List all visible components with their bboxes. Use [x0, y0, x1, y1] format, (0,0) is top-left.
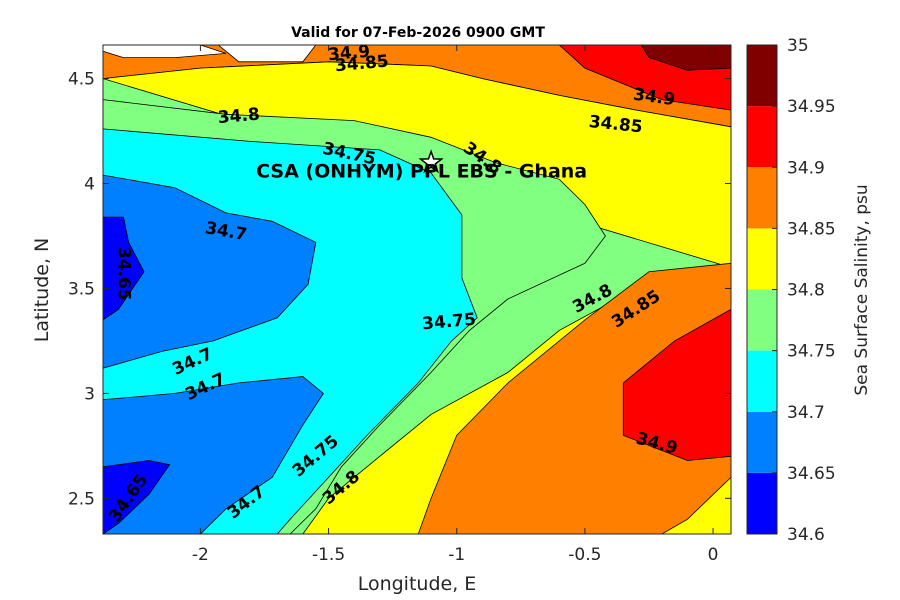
contour-label-1: 34.85	[334, 52, 389, 77]
site-marker-group: CSA (ONHYM) PPL EBS - Ghana	[256, 149, 587, 183]
colorbar-tick-label-6: 34.9	[787, 158, 825, 178]
x-tick-label-0: -2	[192, 545, 209, 565]
region-missing-data-2	[217, 45, 317, 63]
y-tick-label-4: 4.5	[68, 70, 95, 90]
colorbar-swatch-6	[747, 106, 777, 168]
region-darkred-northeast	[640, 45, 731, 71]
colorbar-ticks: 34.6 34.65 34.7 34.75 34.8 34.85 34.9 34.95 35	[772, 36, 836, 545]
x-tick-label-1: -1.5	[312, 545, 345, 565]
contour-label-9: 34.75	[421, 310, 476, 335]
region-blue-west	[103, 174, 317, 369]
colorbar-swatch-1	[747, 411, 777, 473]
colorbar-tick-label-7: 34.95	[787, 97, 836, 117]
colorbar-swatch-4	[747, 228, 777, 290]
x-tick-label-3: -0.5	[568, 545, 601, 565]
y-axis-ticks: 2.5 3 3.5 4 4.5	[68, 70, 731, 509]
colorbar-tick-label-2: 34.7	[787, 403, 825, 423]
contour-regions	[103, 45, 731, 534]
region-darkblue-southwest	[103, 460, 171, 534]
region-blue-southwest	[103, 376, 324, 534]
site-label: CSA (ONHYM) PPL EBS - Ghana	[256, 161, 587, 183]
region-darkblue-west	[103, 216, 145, 321]
colorbar-title: Sea Surface Salinity, psu	[852, 184, 872, 395]
x-axis-title: Longitude, E	[358, 573, 477, 595]
region-missing-data	[103, 45, 227, 58]
colorbar-swatch-5	[747, 167, 777, 229]
site-star-icon	[418, 149, 444, 174]
colorbar-swatch-3	[747, 289, 777, 351]
colorbar-tick-label-3: 34.75	[787, 342, 836, 362]
colorbar-tick-label-1: 34.65	[787, 464, 836, 484]
y-tick-label-0: 2.5	[68, 489, 95, 509]
colorbar-swatch-2	[747, 350, 777, 412]
colorbar-tick-label-4: 34.8	[787, 281, 825, 301]
y-axis-title: Latitude, N	[31, 238, 53, 343]
chart-title: Valid for 07-Feb-2026 0900 GMT	[291, 25, 545, 41]
x-tick-label-4: 0	[708, 545, 719, 565]
x-tick-label-2: -1	[448, 545, 465, 565]
plot-frame	[102, 44, 732, 535]
y-tick-label-1: 3	[84, 384, 95, 404]
y-tick-label-2: 3.5	[68, 279, 95, 299]
region-yellow-southeast	[660, 476, 731, 534]
region-red-east	[622, 308, 731, 461]
colorbar	[747, 45, 777, 534]
colorbar-swatch-7	[747, 45, 777, 107]
colorbar-tick-label-5: 34.85	[787, 219, 836, 239]
x-axis-ticks: -2 -1.5 -1 -0.5 0	[192, 45, 719, 565]
contour-label-2: 34.8	[217, 105, 261, 129]
y-tick-label-3: 4	[84, 175, 95, 195]
colorbar-tick-label-8: 35	[787, 36, 809, 56]
contour-label-8: 34.65	[114, 247, 134, 301]
colorbar-tick-label-0: 34.6	[787, 525, 825, 545]
contour-label-0: 34.9	[327, 42, 371, 66]
colorbar-swatch-0	[747, 472, 777, 534]
